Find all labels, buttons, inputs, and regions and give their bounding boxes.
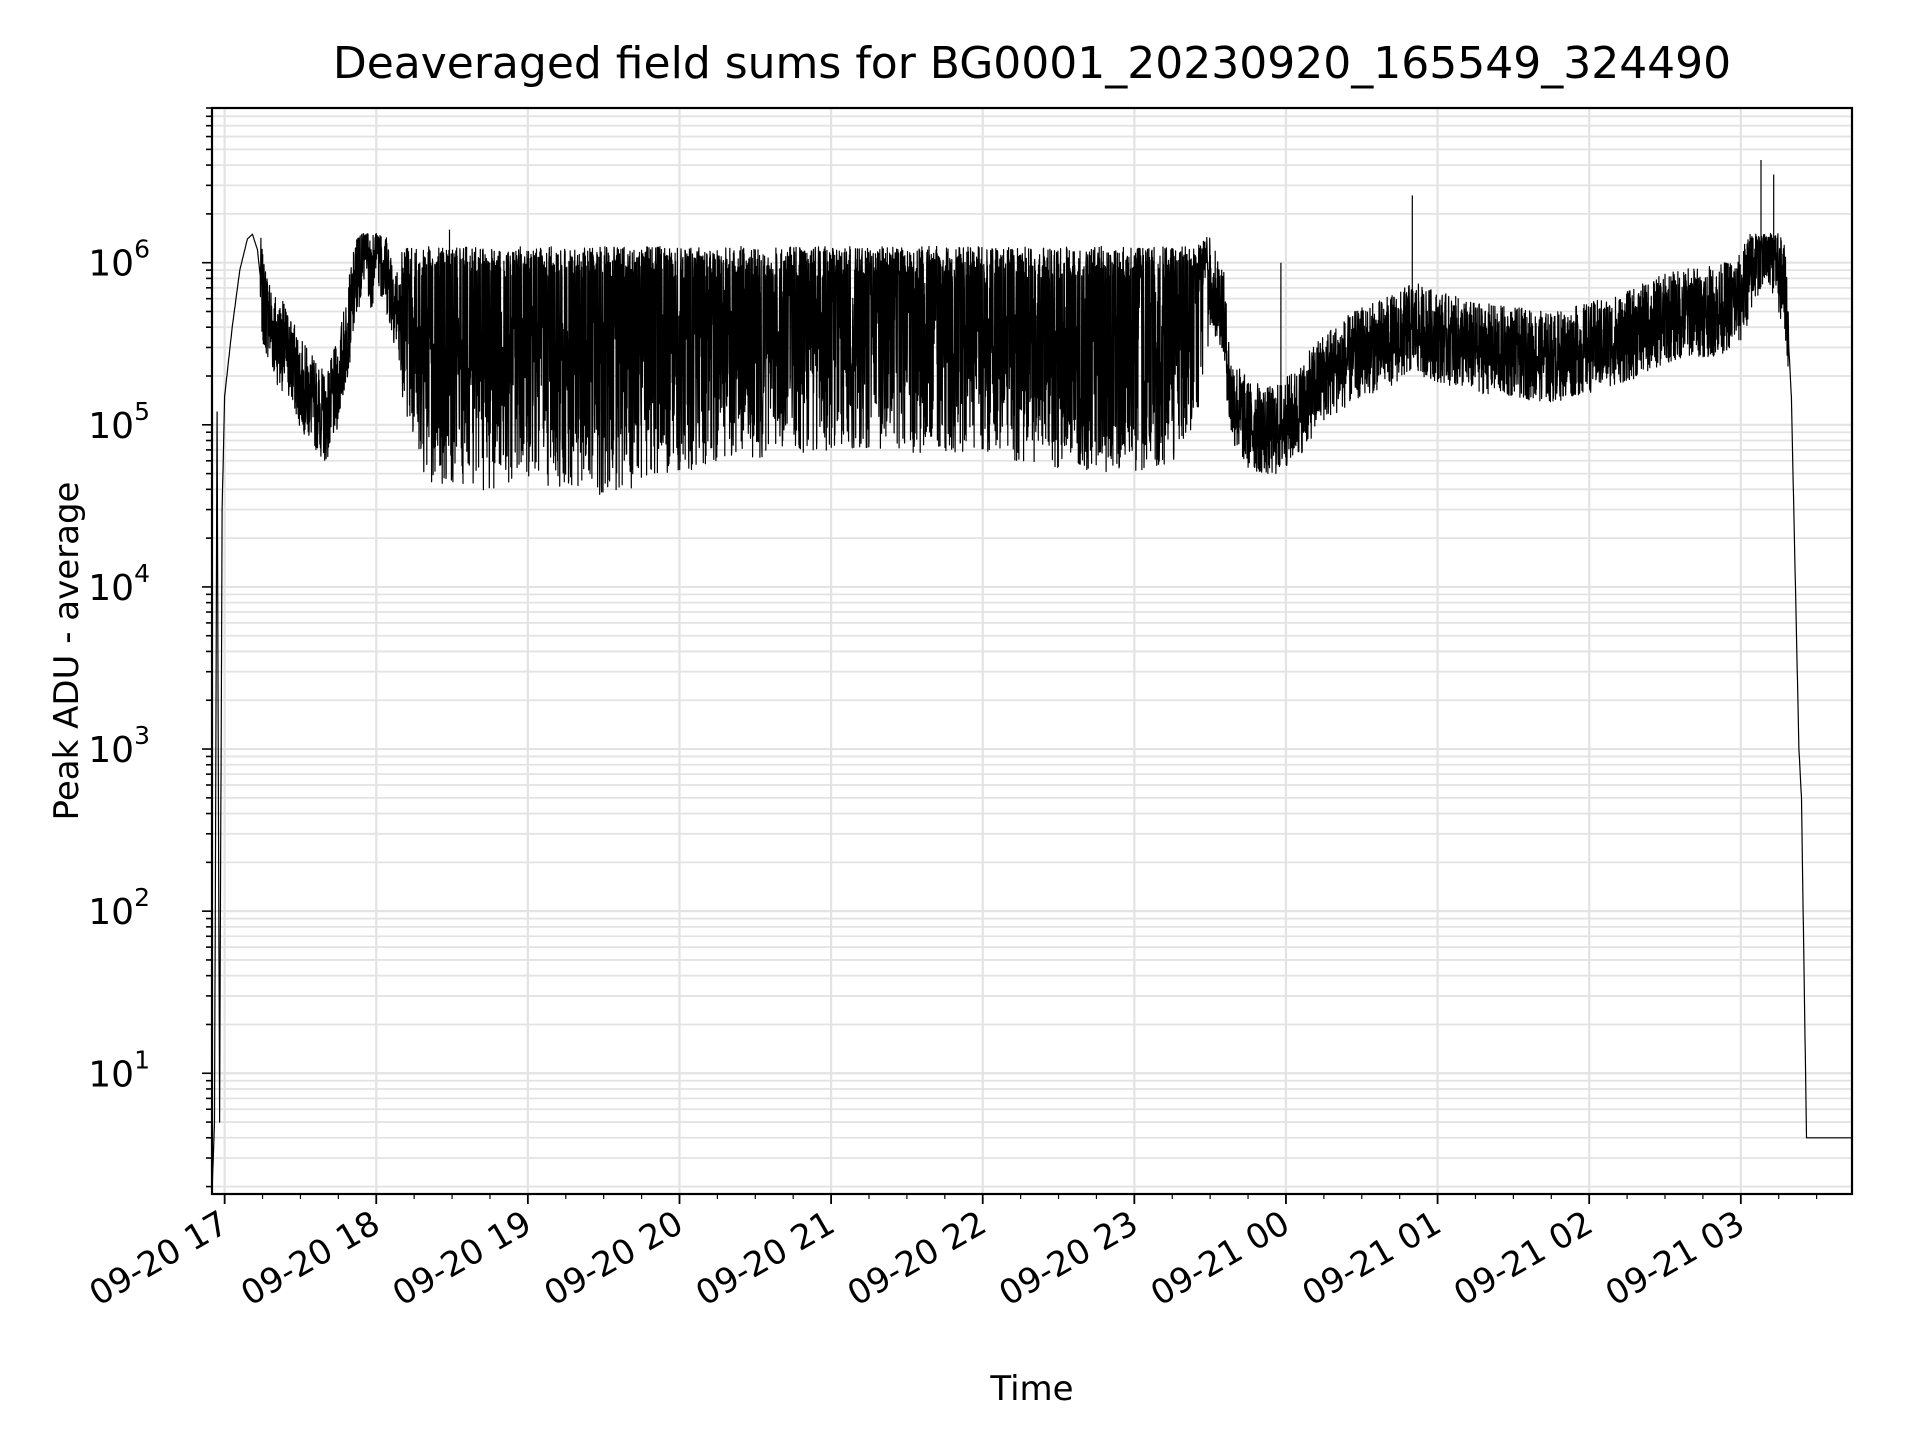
x-axis-label: Time	[989, 1369, 1073, 1409]
x-axis: 09-20 17 09-20 18 09-20 19 09-20 20 09-20 21…	[83, 1194, 1818, 1314]
plot-frame	[210, 106, 1854, 1196]
x-tick-label: 09-20 18	[234, 1203, 386, 1314]
y-tick-label: 104	[88, 559, 150, 609]
y-tick-label: 101	[88, 1045, 150, 1095]
y-axis-label: Peak ADU - average	[47, 482, 87, 821]
y-tick-label: 105	[88, 397, 150, 447]
y-axis: 101 102 103 104 105 106	[88, 235, 150, 1096]
x-tick-label: 09-21 03	[1599, 1203, 1751, 1314]
series-line	[211, 160, 1853, 1195]
x-tick-label: 09-21 00	[1144, 1203, 1296, 1314]
x-tick-label: 09-20 17	[83, 1203, 235, 1314]
chart-title: Deaveraged field sums for BG0001_2023092…	[333, 38, 1731, 89]
x-tick-label: 09-20 23	[992, 1203, 1144, 1314]
x-tick-label: 09-20 22	[841, 1203, 993, 1314]
y-tick-label: 106	[88, 235, 150, 285]
y-tick-label: 103	[88, 721, 150, 771]
x-tick-label: 09-20 20	[538, 1203, 690, 1314]
plot-area	[211, 160, 1853, 1195]
x-tick-label: 09-21 01	[1296, 1203, 1448, 1314]
grid	[202, 107, 1852, 1194]
x-tick-label: 09-20 19	[386, 1203, 538, 1314]
y-tick-label: 102	[88, 883, 150, 933]
x-tick-label: 09-20 21	[689, 1203, 841, 1314]
x-tick-label: 09-21 02	[1447, 1203, 1599, 1314]
